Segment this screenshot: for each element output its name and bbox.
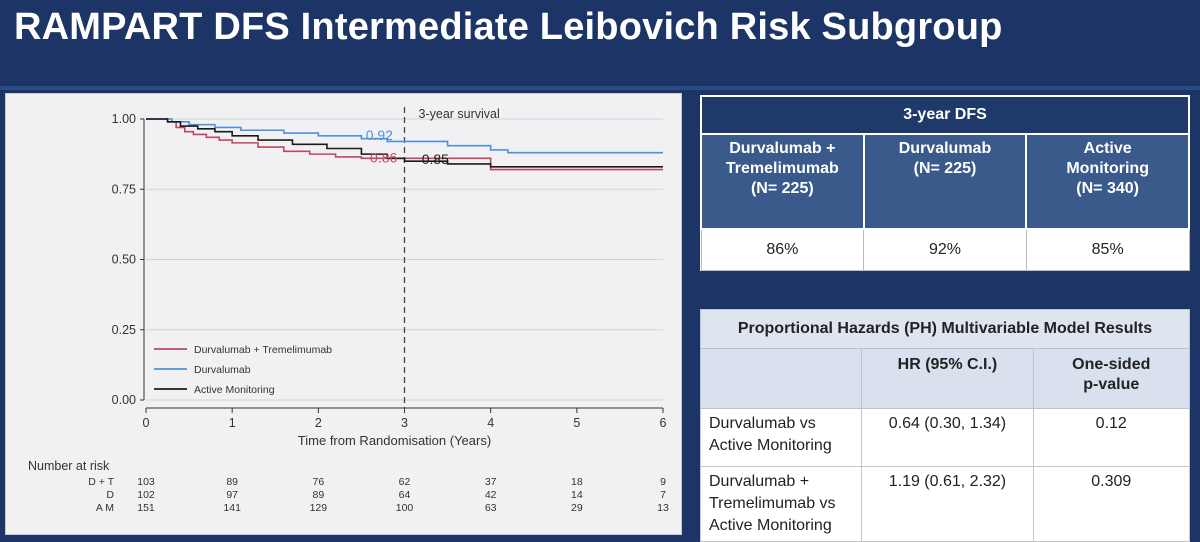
x-tick-label: 3: [401, 416, 408, 430]
risk-value: 13: [657, 502, 669, 514]
x-tick-label: 6: [660, 416, 667, 430]
y-tick-label: 0.25: [112, 323, 136, 337]
km-chart: 0.00 0.25 0.50 0.75 1.00 0 1 2 3 4 5 6 Time from Ran…: [112, 107, 667, 448]
series-line-1: [146, 118, 663, 154]
dfs-col-am-line2: Monitoring: [1066, 160, 1149, 177]
ph-header-blank: [699, 348, 863, 409]
dfs-col-dt-line3: (N= 225): [750, 180, 814, 197]
km-chart-panel: 0.00 0.25 0.50 0.75 1.00 0 1 2 3 4 5 6 Time from Ran…: [5, 93, 682, 535]
ph-header-p-line2: p-value: [1083, 376, 1140, 393]
reference-line-label: 3-year survival: [419, 107, 500, 121]
dfs-value-am: 85%: [1025, 228, 1190, 271]
legend-label: Durvalumab: [194, 364, 251, 376]
legend-label: Active Monitoring: [194, 384, 275, 396]
ph-row1-label-line2: Active Monitoring: [709, 437, 832, 454]
annotation-label: 0.85: [422, 151, 449, 167]
dfs-col-am-line1: Active: [1083, 140, 1132, 157]
ph-row2-hr: 1.19 (0.61, 2.32): [861, 466, 1034, 542]
dfs-col-dt-line1: Durvalumab +: [729, 140, 836, 157]
ph-row2-label-line2: Tremelimumab vs: [709, 495, 836, 512]
risk-value: 129: [309, 502, 328, 514]
series-line-2: [146, 118, 663, 168]
ph-header-p: One-sided p-value: [1032, 348, 1190, 409]
annotation-label: 0.86: [370, 150, 397, 166]
x-tick-label: 4: [487, 416, 494, 430]
risk-value: 89: [312, 489, 325, 501]
risk-value: 14: [570, 489, 583, 501]
dfs-value-d: 92%: [863, 228, 1027, 271]
risk-value: 63: [484, 502, 497, 514]
y-tick-label: 0.00: [112, 393, 136, 407]
ph-row2-label-line3: Active Monitoring: [709, 517, 832, 534]
dfs-col-d-line2: (N= 225): [913, 160, 977, 177]
legend-label: Durvalumab + Tremelimumab: [194, 344, 332, 356]
risk-value: 29: [570, 502, 583, 514]
risk-value: 141: [223, 502, 241, 514]
x-tick-label: 0: [143, 416, 150, 430]
risk-value: 100: [395, 502, 414, 514]
dfs-col-dt-line2: Tremelimumab: [725, 160, 839, 177]
ph-row2-p: 0.309: [1032, 466, 1190, 542]
dfs-value-dt: 86%: [700, 228, 865, 271]
risk-table-header: Number at risk: [28, 459, 110, 473]
risk-value: 37: [484, 476, 497, 488]
ph-row1-hr: 0.64 (0.30, 1.34): [861, 408, 1034, 467]
risk-value: 7: [660, 489, 666, 501]
risk-value: 89: [226, 476, 238, 488]
dfs-col-dt: Durvalumab + Tremelimumab (N= 225): [700, 133, 865, 230]
x-tick-label: 1: [229, 416, 236, 430]
x-tick-label: 2: [315, 416, 322, 430]
ph-row2-label-line1: Durvalumab +: [709, 473, 810, 490]
ph-row-label: Durvalumab vs Active Monitoring: [699, 408, 863, 467]
risk-value: 102: [137, 489, 155, 501]
y-tick-label: 1.00: [112, 112, 136, 126]
risk-value: 64: [398, 489, 411, 501]
risk-value: 151: [137, 502, 155, 514]
ph-model-table: Proportional Hazards (PH) Multivariable …: [699, 309, 1190, 542]
x-tick-label: 5: [573, 416, 580, 430]
ph-row1-label-line1: Durvalumab vs: [709, 415, 816, 432]
dfs-col-d: Durvalumab (N= 225): [862, 133, 1028, 230]
risk-value: 18: [570, 476, 583, 488]
risk-table: Number at risk D + T 103 89 76 62 37 18 9 D 102 97…: [6, 456, 681, 534]
dfs-table: 3-year DFS Durvalumab + Tremelimumab (N=…: [700, 95, 1190, 271]
risk-row-label: D: [106, 489, 114, 501]
risk-value: 97: [226, 489, 238, 501]
ph-header-p-line1: One-sided: [1072, 356, 1151, 373]
risk-value: 76: [312, 476, 325, 488]
x-axis-label: Time from Randomisation (Years): [298, 433, 491, 448]
dfs-col-am-line3: (N= 340): [1076, 180, 1139, 197]
risk-row-label: D + T: [88, 476, 114, 488]
risk-value: 9: [660, 476, 666, 488]
slide-title: RAMPART DFS Intermediate Leibovich Risk …: [14, 6, 1003, 48]
risk-value: 103: [137, 476, 155, 488]
risk-value: 42: [484, 489, 497, 501]
annotation-label: 0.92: [366, 127, 393, 143]
y-tick-label: 0.50: [112, 253, 136, 267]
risk-row-label: A M: [95, 502, 114, 514]
ph-row1-p: 0.12: [1032, 408, 1190, 467]
dfs-col-am: Active Monitoring (N= 340): [1025, 133, 1190, 230]
ph-header-hr: HR (95% C.I.): [861, 348, 1034, 409]
ph-row-label: Durvalumab + Tremelimumab vs Active Moni…: [699, 466, 863, 542]
y-tick-label: 0.75: [112, 182, 136, 196]
title-divider: [0, 86, 1200, 90]
risk-value: 62: [398, 476, 411, 488]
ph-table-caption: Proportional Hazards (PH) Multivariable …: [700, 309, 1190, 349]
dfs-col-d-line1: Durvalumab: [898, 140, 992, 157]
dfs-table-caption: 3-year DFS: [700, 95, 1190, 135]
